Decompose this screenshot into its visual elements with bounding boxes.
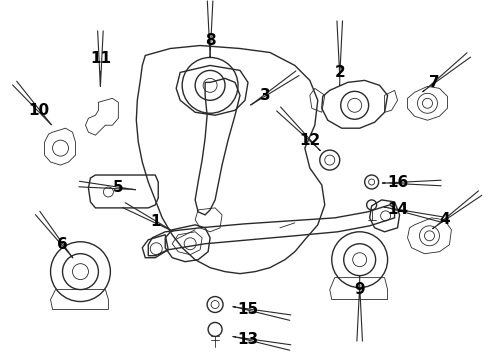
Text: 13: 13	[238, 332, 259, 347]
Text: 7: 7	[429, 75, 440, 90]
Text: 9: 9	[354, 282, 365, 297]
Text: 8: 8	[205, 33, 216, 48]
Text: 12: 12	[299, 132, 320, 148]
Text: 3: 3	[260, 88, 270, 103]
Text: 6: 6	[57, 237, 68, 252]
Text: 15: 15	[238, 302, 259, 317]
Text: 1: 1	[150, 214, 161, 229]
Text: 16: 16	[387, 175, 408, 190]
Text: 10: 10	[28, 103, 49, 118]
Text: 2: 2	[334, 65, 345, 80]
Text: 14: 14	[387, 202, 408, 217]
Text: 5: 5	[113, 180, 123, 195]
Text: 4: 4	[439, 212, 450, 228]
Text: 11: 11	[90, 51, 111, 66]
